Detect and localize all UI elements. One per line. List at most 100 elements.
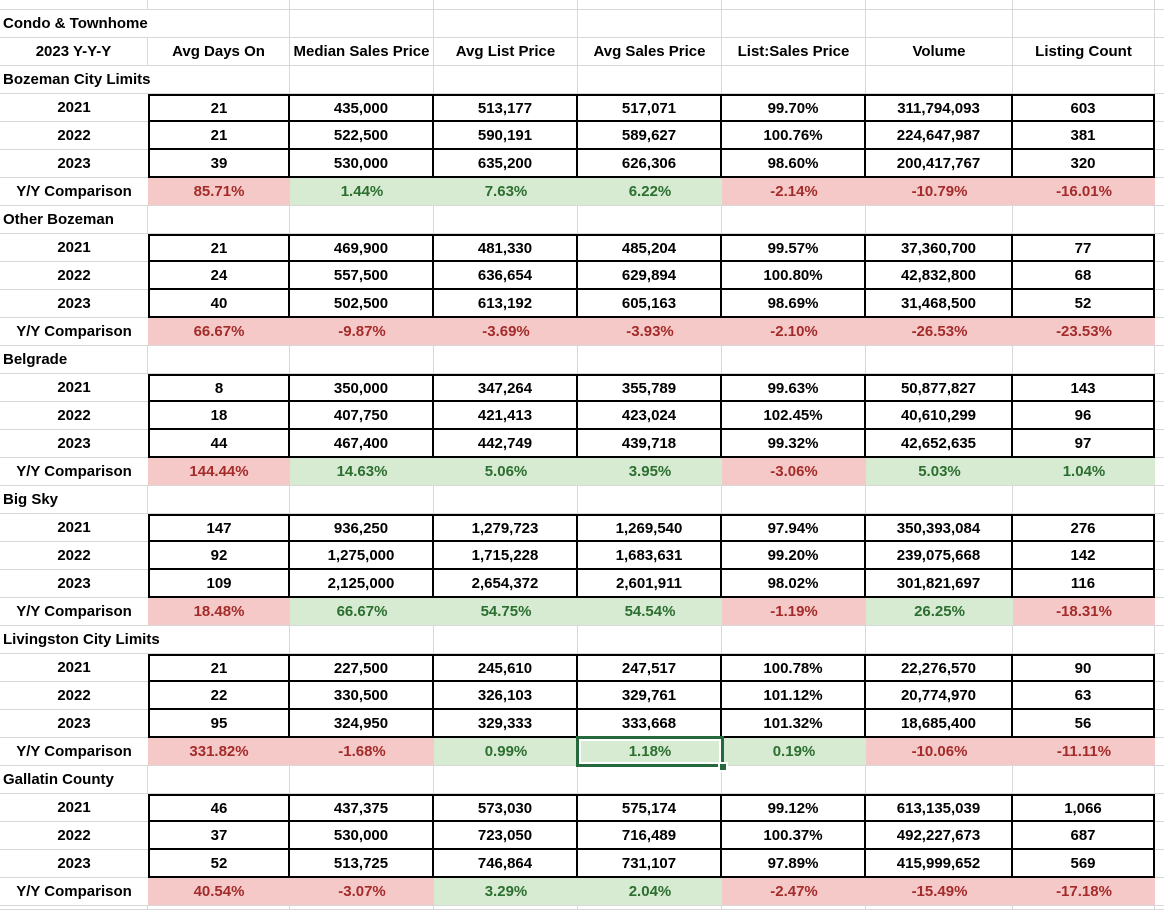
empty-cell[interactable]	[866, 10, 1013, 38]
data-cell[interactable]: 97.89%	[722, 850, 866, 878]
empty-cell[interactable]	[866, 206, 1013, 234]
year-cell[interactable]: 2022	[0, 262, 148, 290]
data-cell[interactable]: 96	[1013, 402, 1155, 430]
data-cell[interactable]: 530,000	[290, 822, 434, 850]
data-cell[interactable]: 350,000	[290, 374, 434, 402]
yy-value-cell[interactable]: 144.44%	[148, 458, 290, 486]
empty-cell[interactable]	[578, 10, 722, 38]
data-cell[interactable]: 589,627	[578, 122, 722, 150]
year-cell[interactable]: 2021	[0, 94, 148, 122]
yy-value-cell[interactable]: 18.48%	[148, 598, 290, 626]
data-cell[interactable]: 52	[148, 850, 290, 878]
empty-cell[interactable]	[1013, 486, 1155, 514]
data-cell[interactable]: 200,417,767	[866, 150, 1013, 178]
empty-cell[interactable]	[578, 766, 722, 794]
year-cell[interactable]: 2022	[0, 682, 148, 710]
data-cell[interactable]: 421,413	[434, 402, 578, 430]
data-cell[interactable]: 24	[148, 262, 290, 290]
data-cell[interactable]: 442,749	[434, 430, 578, 458]
data-cell[interactable]: 101.32%	[722, 710, 866, 738]
empty-cell[interactable]	[290, 906, 434, 910]
yy-value-cell[interactable]: -2.10%	[722, 318, 866, 346]
data-cell[interactable]: 575,174	[578, 794, 722, 822]
data-cell[interactable]: 626,306	[578, 150, 722, 178]
selected-cell[interactable]: 1.18%	[576, 736, 728, 772]
yy-value-cell[interactable]: -1.68%	[290, 738, 434, 766]
data-cell[interactable]: 2,125,000	[290, 570, 434, 598]
column-header[interactable]: List:Sales Price	[722, 38, 866, 66]
empty-cell[interactable]	[722, 346, 866, 374]
data-cell[interactable]: 142	[1013, 542, 1155, 570]
yy-value-cell[interactable]: 66.67%	[148, 318, 290, 346]
data-cell[interactable]: 276	[1013, 514, 1155, 542]
yy-value-cell[interactable]: 85.71%	[148, 178, 290, 206]
column-header[interactable]: Median Sales Price	[290, 38, 434, 66]
year-cell[interactable]: 2022	[0, 122, 148, 150]
empty-cell[interactable]	[866, 66, 1013, 94]
column-header[interactable]: Avg List Price	[434, 38, 578, 66]
empty-cell[interactable]	[1013, 206, 1155, 234]
yy-value-cell[interactable]: 66.67%	[290, 598, 434, 626]
data-cell[interactable]: 95	[148, 710, 290, 738]
data-cell[interactable]: 21	[148, 122, 290, 150]
empty-cell[interactable]	[578, 626, 722, 654]
empty-cell[interactable]	[578, 906, 722, 910]
data-cell[interactable]: 437,375	[290, 794, 434, 822]
empty-cell[interactable]	[148, 206, 290, 234]
data-cell[interactable]: 1,715,228	[434, 542, 578, 570]
data-cell[interactable]: 18	[148, 402, 290, 430]
year-cell[interactable]: 2023	[0, 850, 148, 878]
empty-cell[interactable]	[290, 10, 434, 38]
data-cell[interactable]: 492,227,673	[866, 822, 1013, 850]
yy-value-cell[interactable]: -3.06%	[722, 458, 866, 486]
empty-cell[interactable]	[0, 0, 148, 10]
data-cell[interactable]: 20,774,970	[866, 682, 1013, 710]
empty-cell[interactable]	[434, 486, 578, 514]
empty-cell[interactable]	[434, 906, 578, 910]
data-cell[interactable]: 21	[148, 234, 290, 262]
empty-cell[interactable]	[434, 346, 578, 374]
yy-value-cell[interactable]: 3.95%	[578, 458, 722, 486]
data-cell[interactable]: 98.60%	[722, 150, 866, 178]
data-cell[interactable]: 99.63%	[722, 374, 866, 402]
year-cell[interactable]: 2023	[0, 430, 148, 458]
empty-cell[interactable]	[866, 626, 1013, 654]
data-cell[interactable]: 99.12%	[722, 794, 866, 822]
data-cell[interactable]: 2,601,911	[578, 570, 722, 598]
empty-cell[interactable]	[290, 0, 434, 10]
yy-label-cell[interactable]: Y/Y Comparison	[0, 178, 148, 206]
data-cell[interactable]: 63	[1013, 682, 1155, 710]
year-cell[interactable]: 2021	[0, 794, 148, 822]
empty-cell[interactable]	[1013, 0, 1155, 10]
empty-cell[interactable]	[148, 906, 290, 910]
column-header[interactable]: Listing Count	[1013, 38, 1155, 66]
section-header-cell[interactable]: Belgrade	[0, 346, 148, 374]
yy-value-cell[interactable]: 1.04%	[1013, 458, 1155, 486]
data-cell[interactable]: 42,832,800	[866, 262, 1013, 290]
year-cell[interactable]: 2021	[0, 234, 148, 262]
year-cell[interactable]: 2023	[0, 150, 148, 178]
data-cell[interactable]: 605,163	[578, 290, 722, 318]
data-cell[interactable]: 613,192	[434, 290, 578, 318]
data-cell[interactable]: 31,468,500	[866, 290, 1013, 318]
empty-cell[interactable]	[148, 486, 290, 514]
data-cell[interactable]: 687	[1013, 822, 1155, 850]
yy-value-cell[interactable]: 0.99%	[434, 738, 578, 766]
yy-label-cell[interactable]: Y/Y Comparison	[0, 878, 148, 906]
empty-cell[interactable]	[1013, 766, 1155, 794]
empty-cell[interactable]	[578, 66, 722, 94]
data-cell[interactable]: 326,103	[434, 682, 578, 710]
data-cell[interactable]: 329,761	[578, 682, 722, 710]
data-cell[interactable]: 502,500	[290, 290, 434, 318]
empty-cell[interactable]	[722, 906, 866, 910]
yy-value-cell[interactable]: -10.79%	[866, 178, 1013, 206]
yy-value-cell[interactable]: 6.22%	[578, 178, 722, 206]
year-cell[interactable]: 2021	[0, 514, 148, 542]
empty-cell[interactable]	[722, 626, 866, 654]
data-cell[interactable]: 522,500	[290, 122, 434, 150]
data-cell[interactable]: 513,725	[290, 850, 434, 878]
data-cell[interactable]: 22,276,570	[866, 654, 1013, 682]
section-header-cell[interactable]: Other Bozeman	[0, 206, 148, 234]
empty-cell[interactable]	[722, 486, 866, 514]
year-cell[interactable]: 2021	[0, 654, 148, 682]
